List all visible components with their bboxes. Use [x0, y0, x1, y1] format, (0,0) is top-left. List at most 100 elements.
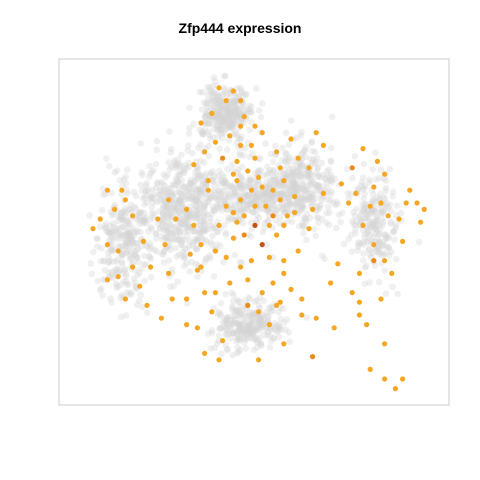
background-cell: [116, 266, 123, 274]
background-cell: [381, 267, 389, 274]
background-cell: [297, 203, 304, 211]
background-cell: [255, 107, 263, 114]
background-cell: [221, 195, 229, 203]
background-cell: [267, 308, 275, 315]
background-cell: [160, 201, 168, 209]
background-cell: [140, 217, 148, 224]
background-cell: [242, 90, 250, 98]
background-cell: [123, 222, 130, 230]
background-cell: [246, 174, 254, 182]
background-cell: [188, 258, 195, 266]
background-cell: [313, 154, 321, 162]
background-cell: [88, 270, 96, 278]
background-cell: [253, 193, 261, 201]
background-cell: [231, 193, 238, 200]
background-cell: [221, 72, 229, 80]
background-cell: [327, 171, 335, 179]
background-cell: [125, 221, 132, 228]
background-cell: [256, 334, 263, 342]
background-cell: [201, 213, 208, 220]
background-cell: [214, 108, 222, 116]
background-cell: [120, 278, 127, 285]
background-cell: [241, 182, 248, 189]
background-cell: [371, 225, 378, 233]
expressing-cell: [241, 114, 247, 120]
background-cell: [390, 228, 397, 236]
background-cell: [295, 223, 303, 230]
background-cell: [186, 212, 194, 220]
background-cell: [232, 108, 239, 116]
background-cell: [143, 242, 150, 250]
background-cell: [255, 168, 262, 176]
background-cell: [263, 178, 271, 186]
background-cell: [303, 236, 310, 244]
background-cell: [188, 194, 195, 202]
background-cell: [381, 207, 388, 214]
expressing-cell: [259, 130, 265, 136]
background-cell: [217, 176, 225, 184]
expressing-cell: [220, 155, 226, 161]
background-cell: [394, 290, 402, 298]
background-cell: [281, 191, 288, 198]
background-cell: [210, 178, 217, 185]
background-cell: [293, 199, 301, 207]
background-cell: [355, 243, 362, 251]
background-cell: [254, 195, 261, 202]
background-cell: [297, 173, 305, 181]
background-cell: [122, 239, 129, 246]
background-cell: [237, 135, 244, 143]
background-cell: [105, 258, 112, 266]
background-cell: [270, 201, 277, 209]
background-cell: [390, 227, 398, 234]
background-cell: [166, 283, 174, 291]
background-cell: [147, 255, 155, 263]
background-cell: [146, 246, 154, 253]
background-cell: [376, 238, 383, 246]
background-cell: [238, 185, 246, 192]
expressing-cell: [320, 190, 326, 196]
expressing-cell: [378, 296, 384, 302]
expressing-cell: [371, 184, 377, 190]
background-cell: [194, 169, 202, 177]
background-cell: [283, 190, 290, 197]
background-cell: [327, 190, 334, 198]
background-cell: [277, 190, 284, 197]
background-cell: [232, 315, 239, 323]
background-cell: [210, 126, 218, 133]
background-cell: [177, 195, 184, 203]
background-cell: [284, 181, 291, 189]
background-cell: [167, 191, 175, 199]
background-cell: [226, 110, 233, 118]
background-cell: [211, 172, 218, 180]
background-cell: [229, 190, 236, 197]
background-cell: [166, 221, 173, 229]
background-cell: [123, 239, 131, 246]
background-cell: [143, 220, 150, 227]
background-cell: [245, 322, 253, 330]
background-cell: [226, 123, 233, 131]
background-cell: [265, 184, 272, 192]
background-cell: [259, 100, 266, 107]
background-cell: [265, 182, 273, 189]
background-cell: [112, 280, 120, 288]
background-cell: [130, 275, 137, 283]
background-cell: [304, 172, 312, 179]
background-cell: [222, 331, 230, 339]
background-cell: [240, 205, 247, 213]
background-cell: [257, 155, 264, 163]
background-cell: [223, 316, 230, 324]
background-cell: [126, 236, 134, 244]
background-cell: [327, 157, 335, 164]
background-cell: [169, 191, 176, 199]
background-cell: [281, 184, 288, 191]
background-cell: [291, 184, 299, 191]
background-cell: [256, 315, 264, 322]
background-cell: [235, 106, 242, 114]
background-cell: [380, 175, 388, 183]
expressing-cell: [360, 146, 366, 152]
background-cell: [365, 218, 372, 225]
background-cell: [360, 160, 368, 168]
background-cell: [152, 229, 160, 237]
background-cell: [376, 175, 383, 182]
background-cell: [103, 228, 110, 235]
